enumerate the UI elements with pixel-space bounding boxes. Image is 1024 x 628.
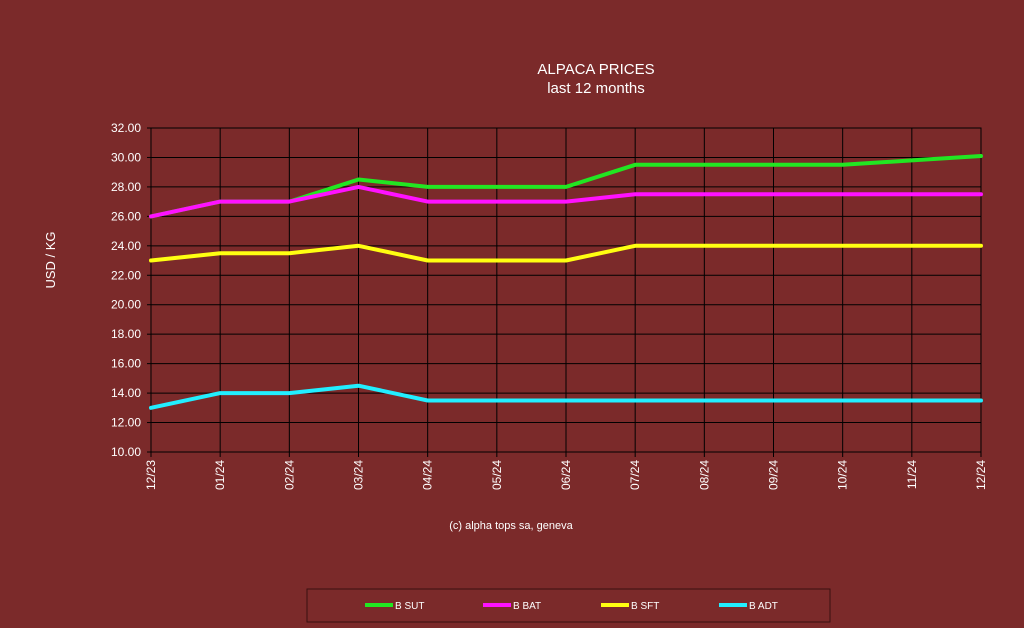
chart-legend: B SUT B BAT B SFT B ADT <box>306 588 831 623</box>
plot-grid <box>150 127 982 453</box>
y-tick-label: 18.00 <box>111 327 141 341</box>
legend-label: B SFT <box>631 601 659 612</box>
x-tick-label: 12/23 <box>144 460 158 490</box>
chart-title: ALPACA PRICES <box>537 61 654 78</box>
y-tick-label: 16.00 <box>111 357 141 371</box>
y-tick-label: 28.00 <box>111 180 141 194</box>
y-tick-label: 14.00 <box>111 386 141 400</box>
x-tick-label: 03/24 <box>352 460 366 490</box>
legend-label: B BAT <box>513 601 541 612</box>
x-tick-label: 12/24 <box>974 460 988 490</box>
legend-label: B ADT <box>749 601 778 612</box>
series-lines <box>149 154 983 410</box>
y-tick-label: 10.00 <box>111 445 141 459</box>
credit-text: (c) alpha tops sa, geneva <box>449 520 573 532</box>
legend-label: B SUT <box>395 601 424 612</box>
x-tick-label: 10/24 <box>836 460 850 490</box>
x-tick-label: 01/24 <box>213 460 227 490</box>
y-tick-label: 12.00 <box>111 416 141 430</box>
series-line-b-adt <box>149 383 983 410</box>
x-tick-label: 09/24 <box>767 460 781 490</box>
x-tick-label: 05/24 <box>490 460 504 490</box>
chart-subtitle: last 12 months <box>547 80 645 97</box>
series-line-b-sft <box>149 243 983 263</box>
x-tick-label: 02/24 <box>282 460 296 490</box>
y-tick-label: 26.00 <box>111 209 141 223</box>
y-axis-ticks: 10.00 12.00 14.00 16.00 18.00 20.00 22.00 24.00… <box>111 121 151 459</box>
legend-box <box>306 588 831 623</box>
series-line-b-bat <box>149 184 983 219</box>
x-tick-label: 06/24 <box>559 460 573 490</box>
x-tick-label: 08/24 <box>697 460 711 490</box>
y-tick-label: 30.00 <box>111 150 141 164</box>
y-tick-label: 32.00 <box>111 121 141 135</box>
x-tick-label: 07/24 <box>628 460 642 490</box>
y-tick-label: 22.00 <box>111 268 141 282</box>
x-tick-label: 11/24 <box>905 460 919 489</box>
y-axis-title: USD / KG <box>43 231 58 288</box>
y-tick-label: 20.00 <box>111 298 141 312</box>
y-tick-label: 24.00 <box>111 239 141 253</box>
x-axis-ticks: 12/23 01/24 02/24 03/24 04/24 05/24 06/24 07/24… <box>144 452 988 490</box>
x-tick-label: 04/24 <box>421 460 435 490</box>
